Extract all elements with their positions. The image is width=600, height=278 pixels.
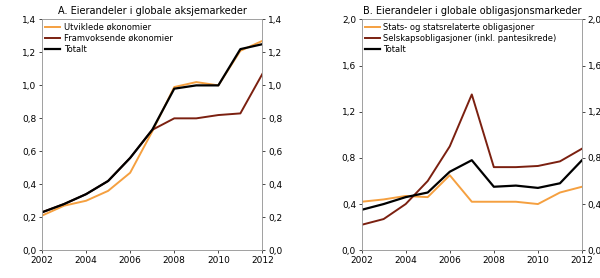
Legend: Stats- og statsrelaterte obligasjoner, Selskapsobligasjoner (inkl. pantesikrede): Stats- og statsrelaterte obligasjoner, S… (364, 22, 557, 55)
Title: A. Eierandeler i globale aksjemarkeder: A. Eierandeler i globale aksjemarkeder (58, 6, 247, 16)
Legend: Utviklede økonomier, Framvoksende økonomier, Totalt: Utviklede økonomier, Framvoksende økonom… (44, 22, 173, 55)
Title: B. Eierandeler i globale obligasjonsmarkeder: B. Eierandeler i globale obligasjonsmark… (362, 6, 581, 16)
